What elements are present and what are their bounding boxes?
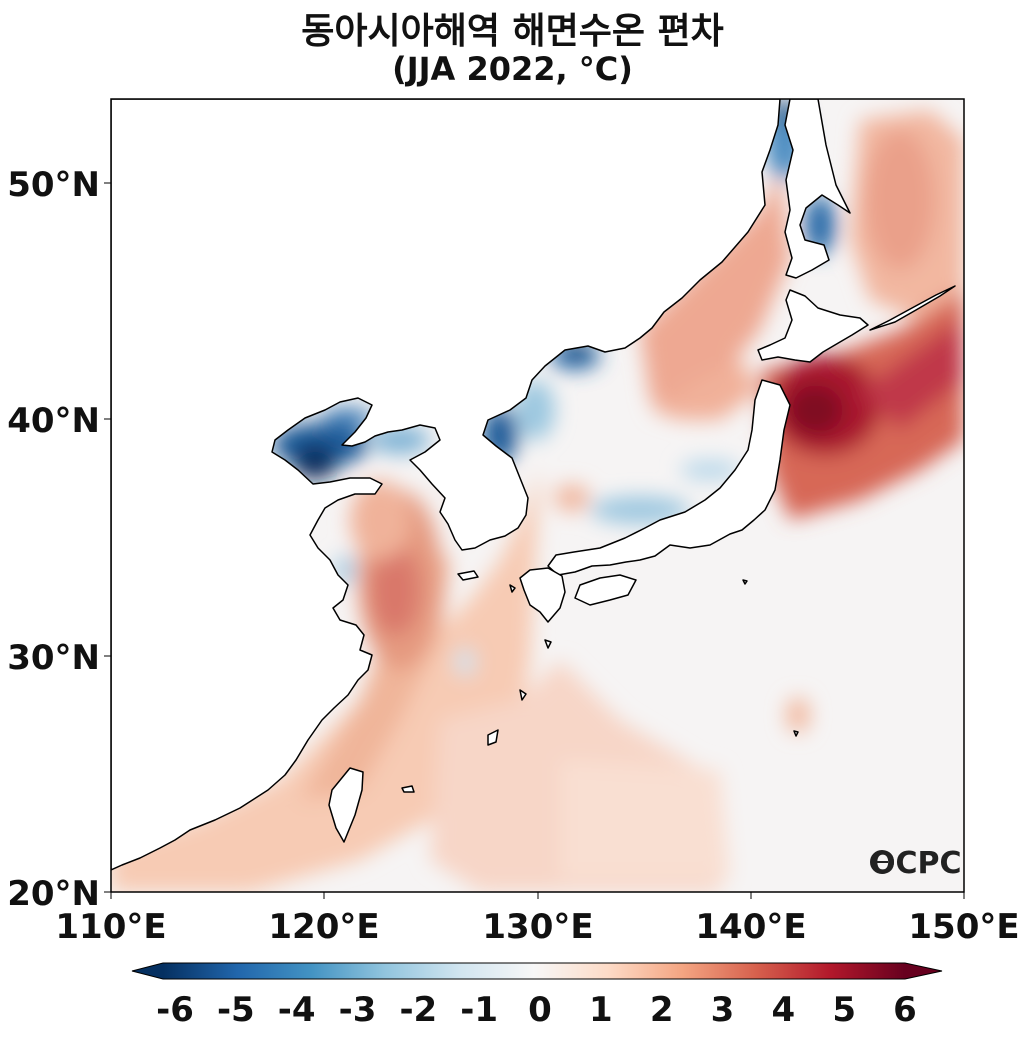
lon-tick-label: 130°E	[482, 907, 593, 947]
colorbar-tick-label: 1	[589, 990, 613, 1030]
lat-axis: 50°N 40°N 30°N 20°N	[7, 165, 111, 914]
sakhalin	[784, 99, 851, 279]
colorbar-tick-label: -3	[339, 990, 377, 1030]
colorbar-tick-label: 4	[771, 990, 795, 1030]
colorbar-tick-label: -4	[278, 990, 316, 1030]
colorbar-tick-label: 6	[893, 990, 917, 1030]
colorbar-tick-label: 3	[711, 990, 735, 1030]
lon-tick-label: 140°E	[695, 907, 806, 947]
shikoku	[574, 574, 637, 606]
colorbar-min-extend	[132, 963, 163, 979]
colorbar-tick-label: -5	[217, 990, 255, 1030]
lon-tick-label: 110°E	[55, 907, 166, 947]
lon-tick-label: 150°E	[908, 907, 1019, 947]
colorbar-gradient	[163, 963, 905, 979]
kyushu	[519, 567, 566, 623]
mainland-asia	[111, 99, 781, 871]
colorbar-tick-label: 2	[650, 990, 674, 1030]
ocpc-logo: OCPC	[870, 846, 962, 881]
colorbar-tick-label: -2	[399, 990, 437, 1030]
lon-tick-label: 120°E	[268, 907, 379, 947]
map-title: 동아시아해역 해면수온 편차	[301, 11, 724, 52]
colorbar-tick-label: 0	[528, 990, 552, 1030]
map-panel: OCPC	[111, 99, 964, 892]
honshu	[547, 379, 791, 576]
colorbar: -6 -5 -4 -3 -2 -1 0 1 2 3 4 5 6	[131, 962, 943, 1030]
lat-tick-label: 40°N	[7, 401, 100, 441]
taiwan	[328, 767, 364, 843]
jeju	[457, 570, 479, 581]
hokkaido	[757, 289, 869, 363]
colorbar-tick-label: -1	[460, 990, 498, 1030]
lat-tick-label: 20°N	[7, 874, 100, 914]
coastlines	[111, 99, 956, 871]
colorbar-tick-label: -6	[156, 990, 194, 1030]
colorbar-max-extend	[905, 963, 942, 979]
lon-axis: 110°E 120°E 130°E 140°E 150°E	[55, 892, 1020, 947]
sst-anomaly-field	[111, 99, 964, 892]
colorbar-tick-label: 5	[832, 990, 856, 1030]
lat-tick-label: 50°N	[7, 165, 100, 205]
lat-tick-label: 30°N	[7, 638, 100, 678]
watermark-text: OCPC	[870, 846, 962, 881]
map-subtitle: (JJA 2022, °C)	[392, 50, 633, 88]
